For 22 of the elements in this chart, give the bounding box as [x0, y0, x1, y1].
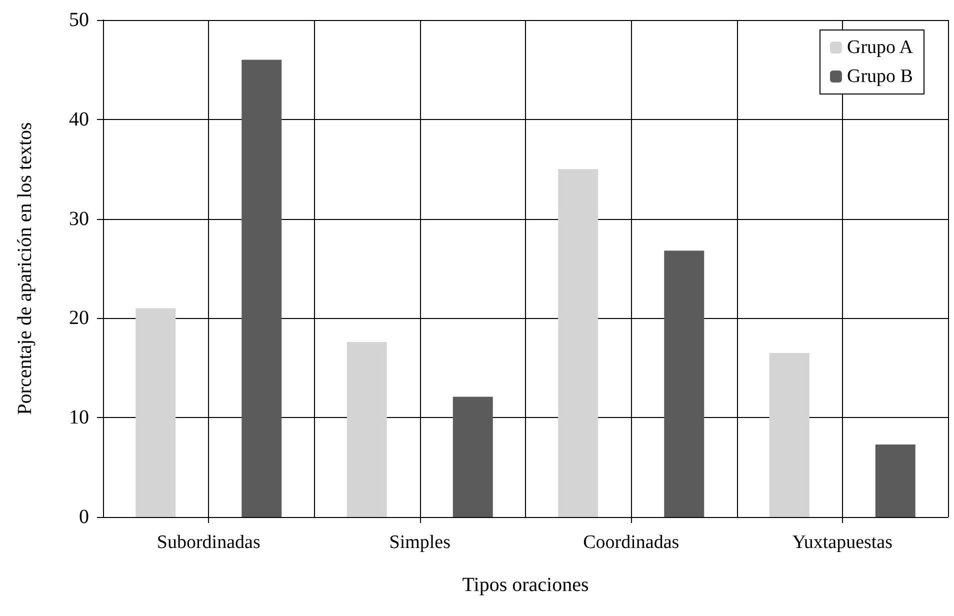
x-axis-title: Tipos oraciones [462, 574, 589, 596]
x-tick-label: Simples [389, 532, 450, 553]
bar [875, 444, 916, 517]
y-tick-label: 50 [69, 9, 89, 31]
bar [558, 169, 598, 517]
legend-label: Grupo B [846, 66, 913, 87]
bar [136, 308, 176, 517]
y-tick-label: 20 [69, 307, 89, 330]
bar [769, 352, 810, 517]
bar [664, 250, 704, 517]
y-tick-label: 30 [69, 208, 89, 230]
y-tick-label: 0 [79, 506, 89, 528]
x-tick-label: Subordinadas [156, 532, 260, 553]
bar [242, 60, 282, 517]
y-tick-label: 40 [69, 108, 89, 130]
bar [452, 396, 493, 517]
y-tick-label: 10 [69, 406, 89, 429]
bar [346, 342, 387, 517]
x-tick-label: Coordinadas [583, 532, 680, 553]
x-tick-label: Yuxtapuestas [792, 532, 893, 553]
y-axis-title: Porcentaje de aparición en los textos [14, 122, 36, 415]
legend-label: Grupo A [846, 37, 914, 58]
